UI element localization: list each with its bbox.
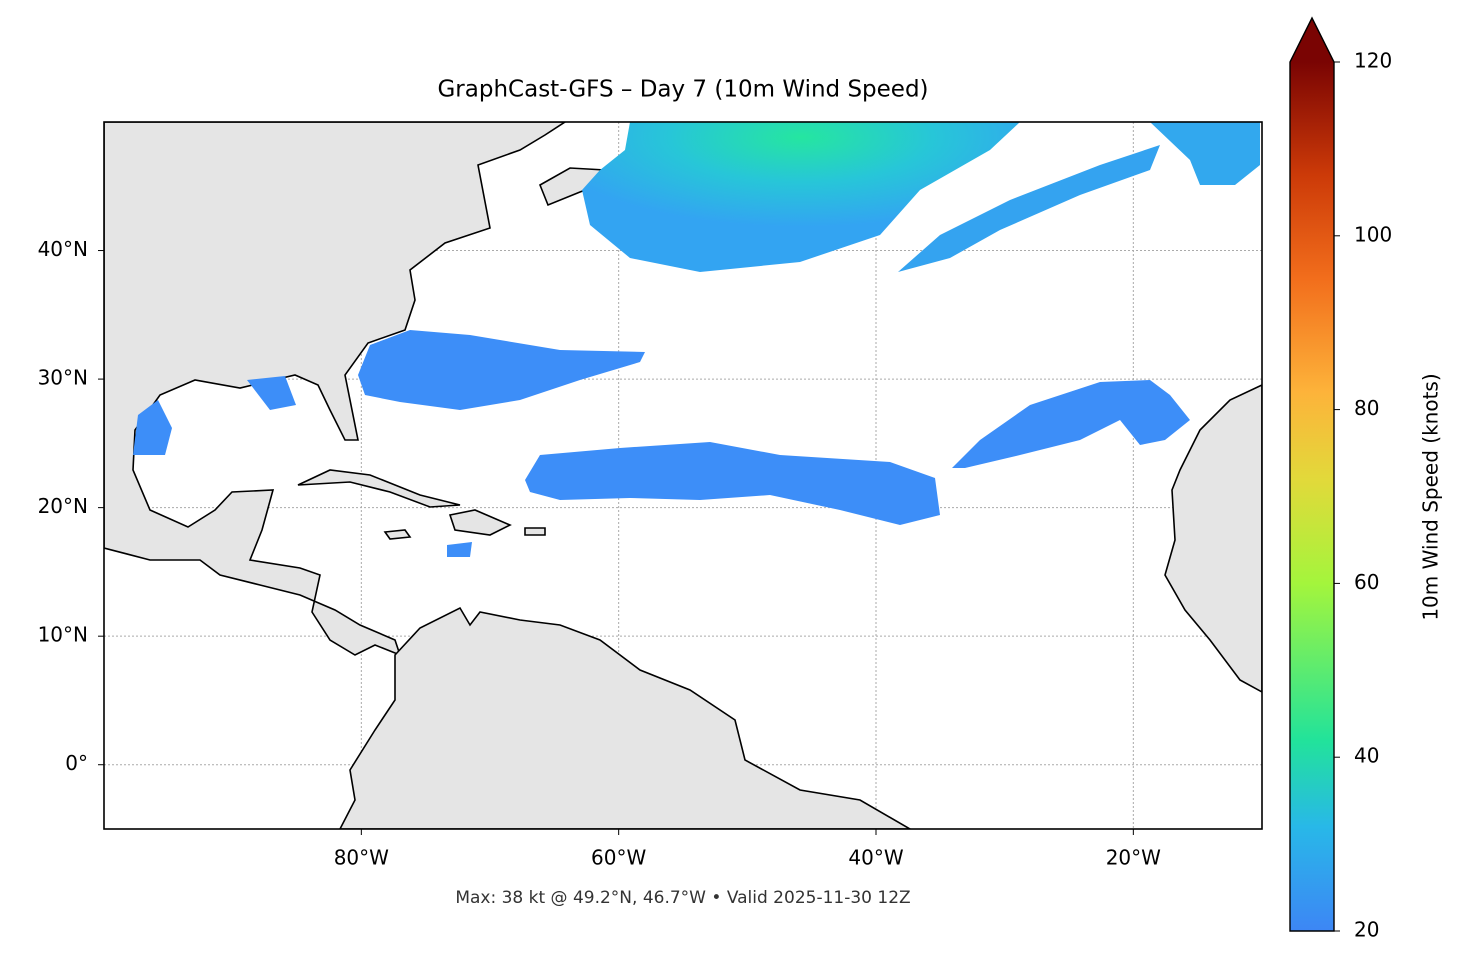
wind-region [358,330,645,410]
x-tick-label: 40°W [848,846,903,870]
axes: 80°W 60°W 40°W 20°W 0° 10°N 20°N 30°N 40°N [38,237,1162,869]
wind-region [447,542,472,557]
colorbar: 20 40 60 80 100 120 [1289,16,1392,942]
map-frame [103,121,1263,830]
y-tick-label: 10°N [38,623,88,647]
jamaica [383,529,412,540]
y-tick-label: 0° [65,751,88,775]
colorbar-fill [1290,62,1334,931]
colorbar-frame [1289,16,1335,932]
x-tick-label: 80°W [334,846,389,870]
hispaniola [448,509,512,536]
x-tick-label: 60°W [591,846,646,870]
y-tick-label: 30°N [38,366,88,390]
puerto-rico [524,527,546,536]
colorbar-label: 10m Wind Speed (knots) [1419,373,1443,620]
wind-region [898,145,1160,272]
wind-region [247,376,296,410]
colorbar-tick-label: 60 [1354,570,1379,594]
wind-region [525,442,940,525]
colorbar-tick-label: 80 [1354,396,1379,420]
north-america [104,122,567,657]
y-tick-label: 20°N [38,494,88,518]
wind-region [1150,122,1260,185]
colorbar-tick-label: 40 [1354,744,1379,768]
map-footer: Max: 38 kt @ 49.2°N, 46.7°W • Valid 2025… [455,888,910,908]
map-layers [104,122,1262,829]
cuba [297,469,461,508]
wind-region [133,400,172,455]
colorbar-tick-label: 20 [1354,918,1379,942]
map-title: GraphCast-GFS – Day 7 (10m Wind Speed) [437,77,928,103]
africa [1164,384,1262,693]
colorbar-tick-label: 100 [1354,222,1392,246]
colorbar-tick-label: 120 [1354,49,1392,73]
wind-region [952,380,1190,468]
wind-region [582,122,1020,272]
south-america [339,606,912,829]
x-tick-label: 20°W [1106,846,1161,870]
colorbar-extend [1290,18,1334,62]
y-tick-label: 40°N [38,237,88,261]
